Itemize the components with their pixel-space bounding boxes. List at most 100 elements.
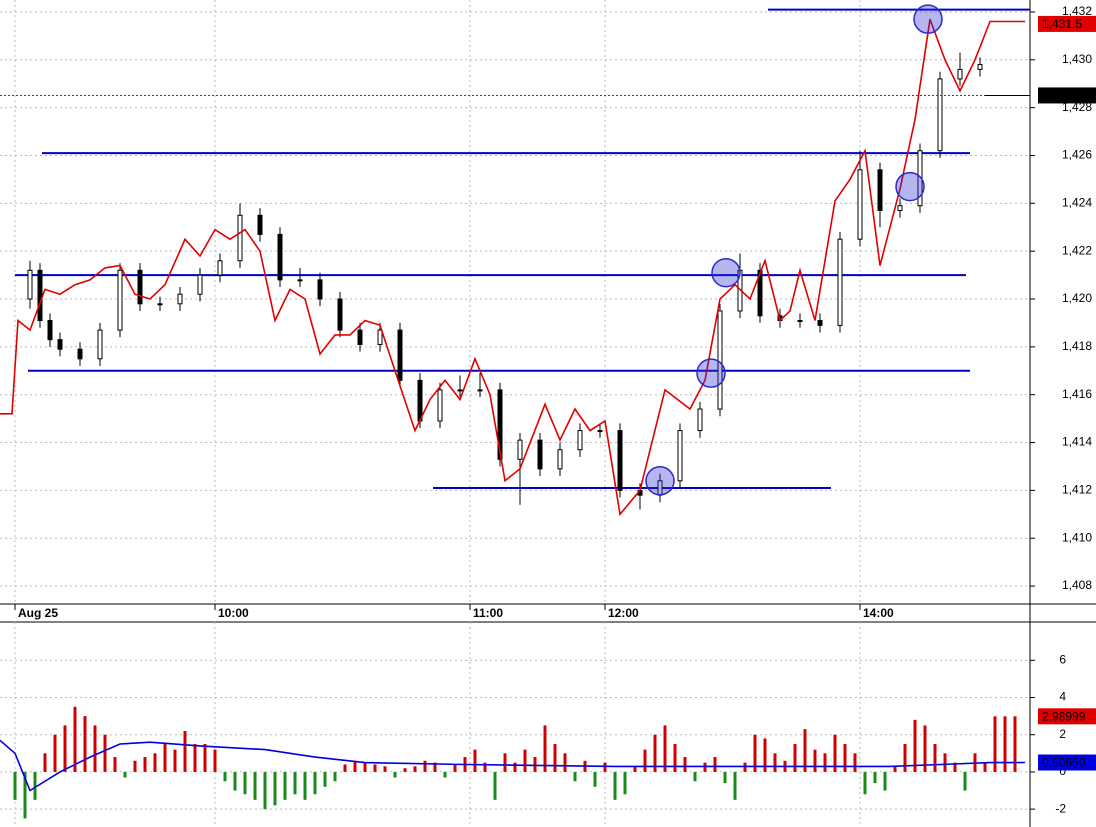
histogram-bar xyxy=(13,771,17,800)
histogram-bar xyxy=(103,734,107,772)
histogram-bar xyxy=(383,766,387,772)
price-tag xyxy=(1038,754,1096,771)
marker-circle xyxy=(913,4,943,34)
y-tick-label: 1,408 xyxy=(1062,578,1092,592)
histogram-bar xyxy=(73,706,77,772)
histogram-bar xyxy=(493,771,497,800)
candle-body xyxy=(117,269,123,331)
histogram-bar xyxy=(203,744,207,772)
histogram-bar xyxy=(263,771,267,810)
histogram-bar xyxy=(883,771,887,791)
histogram-bar xyxy=(613,771,617,800)
candle-body xyxy=(857,169,863,240)
histogram-bar xyxy=(993,716,997,772)
marker-circle xyxy=(895,171,925,202)
histogram-bar xyxy=(813,749,817,772)
histogram-bar xyxy=(683,757,687,772)
candle-body xyxy=(317,279,323,300)
histogram-bar xyxy=(293,771,297,795)
histogram-bar xyxy=(713,757,717,772)
histogram-bar xyxy=(183,731,187,772)
candle-body xyxy=(97,329,103,360)
candle-body xyxy=(697,408,703,432)
histogram-bar xyxy=(803,729,807,772)
histogram-bar xyxy=(963,771,967,791)
price-tag-label: 0.50650 xyxy=(1042,756,1086,770)
histogram-bar xyxy=(533,757,537,772)
histogram-bar xyxy=(623,771,627,795)
histogram-bar xyxy=(413,766,417,772)
y-tick-label: 1,420 xyxy=(1062,291,1092,305)
histogram-bar xyxy=(433,762,437,772)
histogram-bar xyxy=(773,753,777,772)
candle-body xyxy=(297,279,303,282)
histogram-bar xyxy=(1003,716,1007,772)
candle-body xyxy=(877,169,883,212)
histogram-bar xyxy=(153,753,157,772)
y-tick-label: 1,424 xyxy=(1062,195,1092,209)
histogram-bar xyxy=(333,771,337,782)
candle-body xyxy=(757,269,763,317)
histogram-bar xyxy=(473,749,477,772)
candle-body xyxy=(37,269,43,322)
overlay-line xyxy=(0,739,1026,792)
y-tick-label: -2 xyxy=(1055,801,1066,815)
price-tag-label: 1,431.5 xyxy=(1042,17,1082,31)
histogram-bar xyxy=(673,744,677,772)
histogram-bar xyxy=(253,771,257,800)
histogram-bar xyxy=(53,734,57,772)
marker-circle xyxy=(696,358,726,388)
histogram-bar xyxy=(323,771,327,787)
histogram-bar xyxy=(743,762,747,772)
histogram-bar xyxy=(1013,716,1017,772)
histogram-bar xyxy=(933,744,937,772)
price-tag xyxy=(1038,708,1096,725)
marker-circle xyxy=(711,257,741,288)
histogram-bar xyxy=(133,760,137,772)
candle-body xyxy=(277,233,283,281)
marker-circle xyxy=(645,466,675,496)
candle-body xyxy=(957,68,963,80)
histogram-bar xyxy=(653,734,657,772)
y-tick-label: 1,416 xyxy=(1062,387,1092,401)
y-tick-label: 1,418 xyxy=(1062,339,1092,353)
histogram-bar xyxy=(823,753,827,772)
histogram-bar xyxy=(603,762,607,772)
price-tag xyxy=(1038,15,1096,32)
histogram-bar xyxy=(843,744,847,772)
candle-body xyxy=(557,449,563,470)
histogram-bar xyxy=(273,771,277,806)
candle-body xyxy=(177,293,183,305)
histogram-bar xyxy=(923,725,927,772)
candle-body xyxy=(817,320,823,326)
y-tick-label: 6 xyxy=(1059,652,1066,666)
price-tag xyxy=(1038,87,1096,104)
price-tag-label: 1,428.51 xyxy=(1042,89,1089,103)
candle-body xyxy=(257,214,263,235)
x-tick-label: 14:00 xyxy=(863,606,894,620)
histogram-bar xyxy=(693,771,697,782)
histogram-bar xyxy=(93,725,97,772)
candle-body xyxy=(77,348,83,360)
candle-body xyxy=(137,269,143,305)
histogram-bar xyxy=(453,764,457,772)
histogram-bar xyxy=(983,762,987,772)
histogram-bar xyxy=(113,757,117,772)
histogram-bar xyxy=(703,762,707,772)
histogram-bar xyxy=(753,734,757,772)
histogram-bar xyxy=(313,771,317,795)
x-tick-label: 11:00 xyxy=(473,606,503,620)
histogram-bar xyxy=(143,757,147,772)
candle-body xyxy=(977,64,983,70)
histogram-bar xyxy=(123,771,127,778)
histogram-bar xyxy=(953,762,957,772)
histogram-bar xyxy=(643,749,647,772)
y-tick-label: 0 xyxy=(1059,764,1066,778)
candle-body xyxy=(457,389,463,392)
histogram-bar xyxy=(423,760,427,772)
histogram-bar xyxy=(553,744,557,772)
histogram-bar xyxy=(943,753,947,772)
x-tick-label: 12:00 xyxy=(608,606,639,620)
